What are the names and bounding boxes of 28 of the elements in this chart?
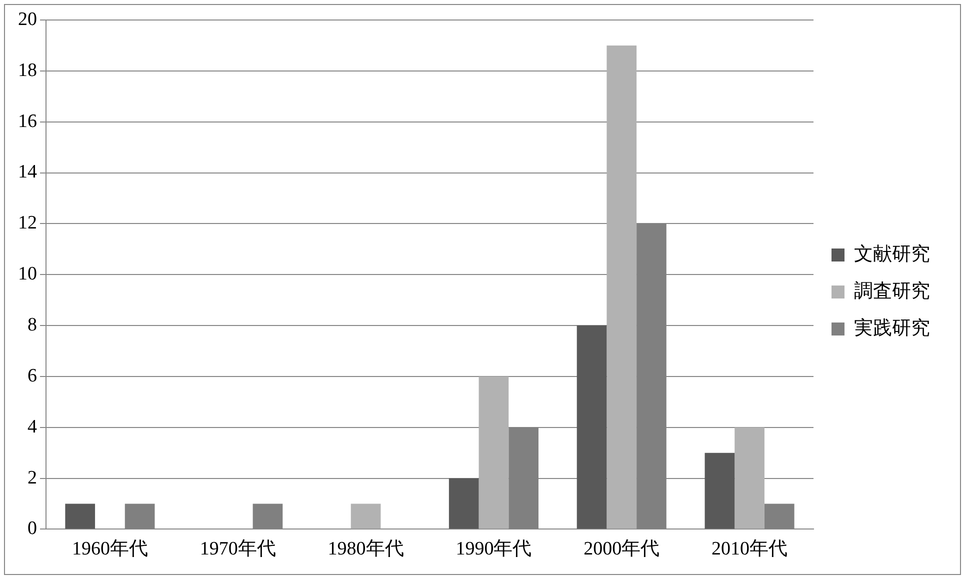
legend-label: 実践研究 <box>854 316 930 339</box>
bar <box>65 504 96 529</box>
bar <box>448 478 479 529</box>
y-tick-label: 4 <box>28 416 38 438</box>
x-tick-label: 1970年代 <box>200 538 276 560</box>
y-tick-label: 0 <box>28 518 37 540</box>
y-tick-label: 8 <box>28 314 37 336</box>
y-tick-label: 6 <box>28 365 37 386</box>
x-tick-label: 2000年代 <box>584 538 660 560</box>
x-tick-label: 2010年代 <box>712 538 788 560</box>
bar <box>734 427 764 529</box>
y-tick-label: 18 <box>18 60 37 81</box>
bar <box>478 376 509 529</box>
y-tick-label: 12 <box>18 212 37 234</box>
x-tick-label: 1990年代 <box>456 538 532 560</box>
legend-label: 文献研究 <box>854 242 930 265</box>
y-tick-label: 16 <box>18 110 37 132</box>
x-tick-label: 1960年代 <box>72 538 148 560</box>
y-tick-label: 20 <box>18 8 37 30</box>
x-tick-label: 1980年代 <box>328 538 404 560</box>
legend-label: 調査研究 <box>854 280 930 302</box>
bar <box>606 45 637 529</box>
y-tick-label: 10 <box>18 264 37 285</box>
bar <box>576 326 607 529</box>
y-tick-label: 14 <box>18 162 38 183</box>
bar <box>704 452 735 529</box>
y-tick-label: 2 <box>28 467 37 488</box>
bar <box>350 504 381 529</box>
